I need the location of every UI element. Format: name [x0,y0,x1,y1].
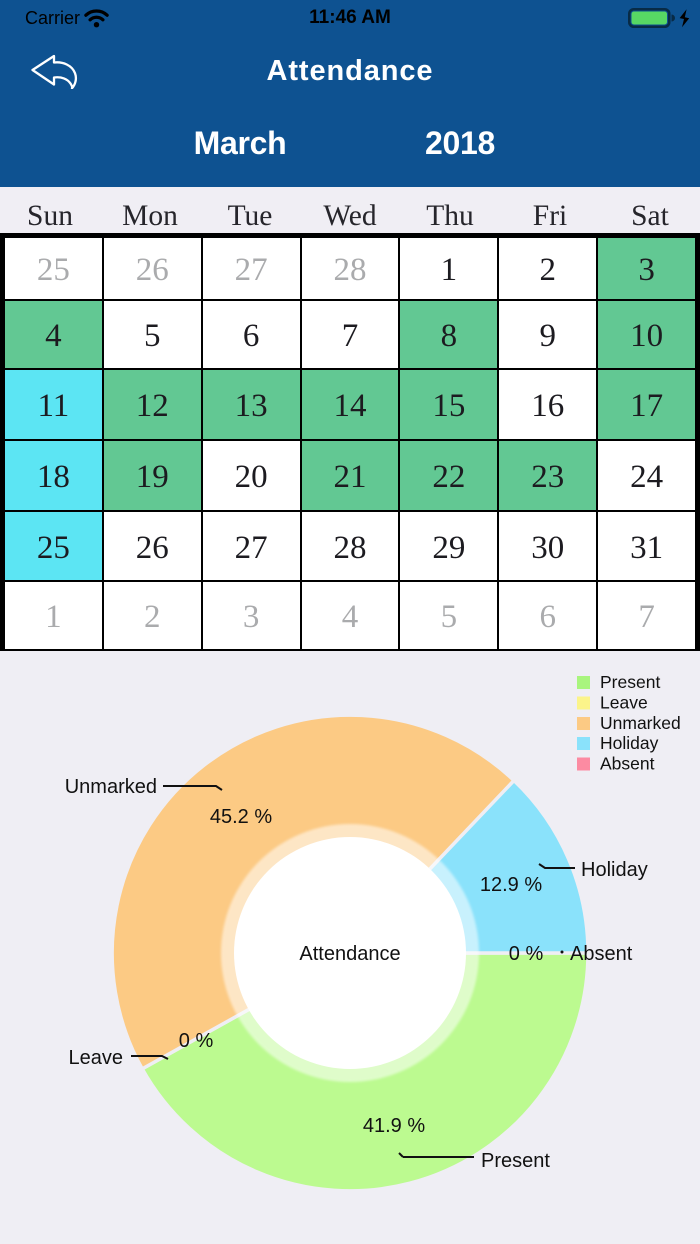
svg-text:Present: Present [481,1150,550,1172]
svg-text:0 %: 0 % [509,943,544,965]
svg-text:Absent: Absent [570,943,633,965]
svg-text:0 %: 0 % [179,1030,214,1052]
svg-text:Holiday: Holiday [600,733,659,753]
svg-text:Absent: Absent [600,754,655,774]
svg-text:Unmarked: Unmarked [600,713,681,733]
svg-text:Attendance: Attendance [299,943,400,965]
svg-text:45.2 %: 45.2 % [210,806,272,828]
svg-text:12.9 %: 12.9 % [480,874,542,896]
svg-text:41.9 %: 41.9 % [363,1115,425,1137]
svg-text:Present: Present [600,672,660,692]
svg-text:Leave: Leave [69,1047,124,1069]
svg-text:Holiday: Holiday [581,859,648,881]
svg-text:Leave: Leave [600,693,648,713]
svg-text:Unmarked: Unmarked [65,776,157,798]
